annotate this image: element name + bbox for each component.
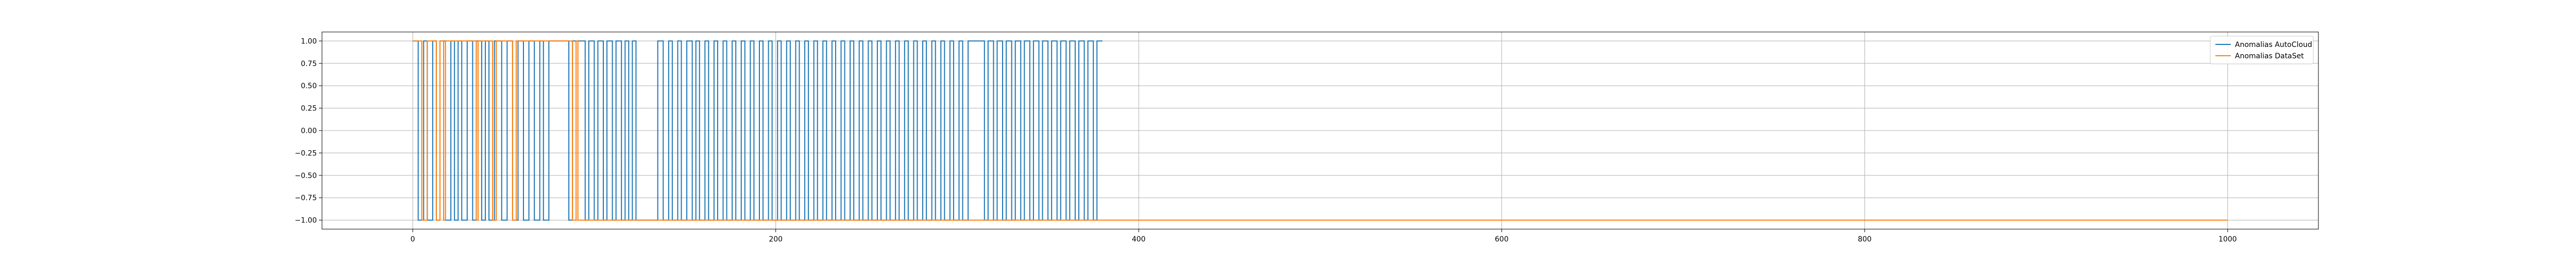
x-tick-label: 600 [1495, 235, 1509, 244]
x-tick-label: 800 [1858, 235, 1872, 244]
grid [322, 32, 2318, 229]
y-tick-label: −0.50 [295, 172, 317, 180]
x-tick-label: 0 [411, 235, 415, 244]
y-tick-label: 0.75 [301, 60, 317, 68]
series-line-anomalias-dataset [413, 40, 2228, 221]
y-tick-label: 0.00 [301, 127, 317, 135]
y-tick-label: −0.25 [295, 149, 317, 157]
y-tick-label: −1.00 [295, 217, 317, 225]
legend-label: Anomalias AutoCloud [2235, 41, 2312, 49]
legend: Anomalias AutoCloud Anomalias DataSet [2210, 36, 2314, 64]
y-tick-label: −0.75 [295, 194, 317, 202]
legend-label: Anomalias DataSet [2235, 52, 2304, 60]
x-tick-label: 400 [1132, 235, 1146, 244]
y-tick-label: 0.25 [301, 105, 317, 113]
series-layer [413, 40, 2228, 221]
x-axis: 0 200 400 600 800 1000 [411, 229, 2237, 244]
x-tick-label: 1000 [2218, 235, 2237, 244]
y-axis: 1.00 0.75 0.50 0.25 0.00 −0.25 −0.50 −0.75 −1.00 [295, 37, 322, 225]
legend-box [2210, 36, 2314, 64]
y-tick-label: 1.00 [301, 37, 317, 45]
y-tick-label: 0.50 [301, 82, 317, 90]
x-tick-label: 200 [769, 235, 783, 244]
